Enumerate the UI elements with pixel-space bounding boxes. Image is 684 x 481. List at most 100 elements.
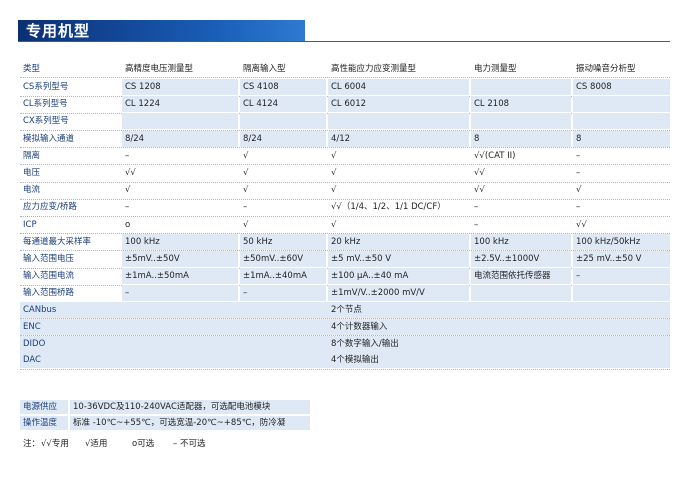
cell: CL 1224 (122, 96, 238, 113)
cell: – (240, 285, 326, 302)
row-label: CX系列型号 (23, 116, 69, 127)
cell: 8/24 (122, 130, 238, 147)
row-divider (20, 181, 670, 183)
span-value: 4个计数器输入 (331, 321, 388, 332)
row-label: 应力应变/桥路 (23, 202, 77, 213)
span-value: 4个模拟输出 (331, 355, 379, 366)
cell: ±25 mV..±50 V (573, 251, 670, 267)
cell: √ (331, 168, 337, 178)
cell: 50 kHz (240, 233, 326, 250)
row-divider (20, 112, 670, 114)
cell: √ (125, 185, 131, 196)
cell: 4/12 (328, 130, 469, 147)
row-label: DAC (23, 355, 41, 366)
footer-label: 操作温度 (20, 415, 68, 430)
cell: CL 6004 (328, 79, 469, 95)
row-divider (20, 250, 670, 252)
row-label: 电压 (23, 168, 41, 178)
cell: ±1mA..±40mA (240, 268, 326, 285)
row-label: ENC (23, 321, 41, 332)
row-label: CL系列型号 (23, 99, 68, 110)
cell: ±1mV/V..±2000 mV/V (328, 285, 469, 302)
note-item: o可选 (132, 439, 155, 449)
row-divider (20, 267, 670, 269)
cell: CL 2108 (471, 96, 571, 113)
cell: √√ (576, 219, 587, 230)
cell: √ (331, 150, 337, 161)
cell: CS 4108 (240, 79, 326, 95)
cell: ±2.5V..±1000V (471, 251, 571, 267)
row-divider (20, 198, 670, 200)
cell (240, 113, 326, 130)
cell: CS 1208 (122, 79, 238, 95)
row-divider (20, 284, 670, 286)
row-divider (20, 233, 670, 235)
span-row-bg (20, 318, 670, 335)
row-divider (20, 130, 670, 131)
cell: ±5 mV..±50 V (328, 251, 469, 267)
cell: – (576, 202, 581, 213)
cell (573, 96, 670, 113)
cell (471, 285, 571, 302)
span-row-bg (20, 302, 670, 318)
header-label: 类型 (23, 64, 41, 74)
row-divider (20, 164, 670, 166)
cell: √ (243, 219, 249, 230)
cell: √ (243, 185, 249, 196)
row-divider (20, 368, 670, 370)
cell (471, 113, 571, 130)
row-label: CANbus (23, 305, 57, 315)
cell: √ (331, 185, 337, 196)
note-item: √适用 (85, 439, 108, 449)
cell: √√（1/4、1/2、1/1 DC/CF） (331, 202, 446, 213)
span-row-bg (20, 352, 670, 369)
cell: 8 (471, 130, 571, 147)
note-item: √√专用 (41, 439, 69, 449)
note-item: – 不可选 (173, 439, 206, 449)
cell: √√ (474, 185, 485, 196)
footer-label: 电源供应 (20, 400, 68, 414)
cell: √√(CAT II) (474, 150, 516, 161)
cell: – (576, 150, 581, 161)
row-label: 输入范围电流 (23, 271, 75, 282)
cell: – (125, 150, 130, 161)
footer-value: 10-36VDC及110-240VAC适配器，可选配电池模块 (70, 400, 310, 414)
span-value: 8个数字输入/输出 (331, 338, 399, 349)
span-value: 2个节点 (331, 305, 362, 315)
column-header: 电力测量型 (474, 64, 517, 74)
cell: 20 kHz (328, 233, 469, 250)
title: 专用机型 (26, 22, 91, 40)
row-label: DIDO (23, 338, 46, 349)
cell: 8/24 (240, 130, 326, 147)
cell (328, 113, 469, 130)
row-label: 电流 (23, 185, 41, 196)
cell: ±50mV..±60V (240, 251, 326, 267)
cell: ±100 μA..±40 mA (328, 268, 469, 285)
cell: 100 kHz/50kHz (573, 233, 670, 250)
cell (122, 113, 238, 130)
row-divider (20, 77, 670, 78)
row-divider (20, 147, 670, 149)
cell: ±5mV..±50V (122, 251, 238, 267)
row-label: ICP (23, 219, 37, 230)
column-header: 高精度电压测量型 (125, 64, 194, 74)
cell: – (474, 219, 479, 230)
cell (573, 285, 670, 302)
row-divider (20, 216, 670, 217)
title-rule (18, 41, 670, 42)
cell: √√ (125, 168, 136, 178)
cell: √√ (474, 168, 485, 178)
cell: – (122, 285, 238, 302)
cell (471, 79, 571, 95)
cell: √ (576, 185, 582, 196)
cell: – (243, 202, 248, 213)
cell: √ (243, 150, 249, 161)
cell: CL 6012 (328, 96, 469, 113)
span-row-bg (20, 335, 670, 352)
cell: √ (243, 168, 249, 178)
cell: ±1mA..±50mA (122, 268, 238, 285)
cell: – (125, 202, 130, 213)
note-label: 注： (23, 439, 41, 449)
row-label: 隔离 (23, 150, 41, 161)
